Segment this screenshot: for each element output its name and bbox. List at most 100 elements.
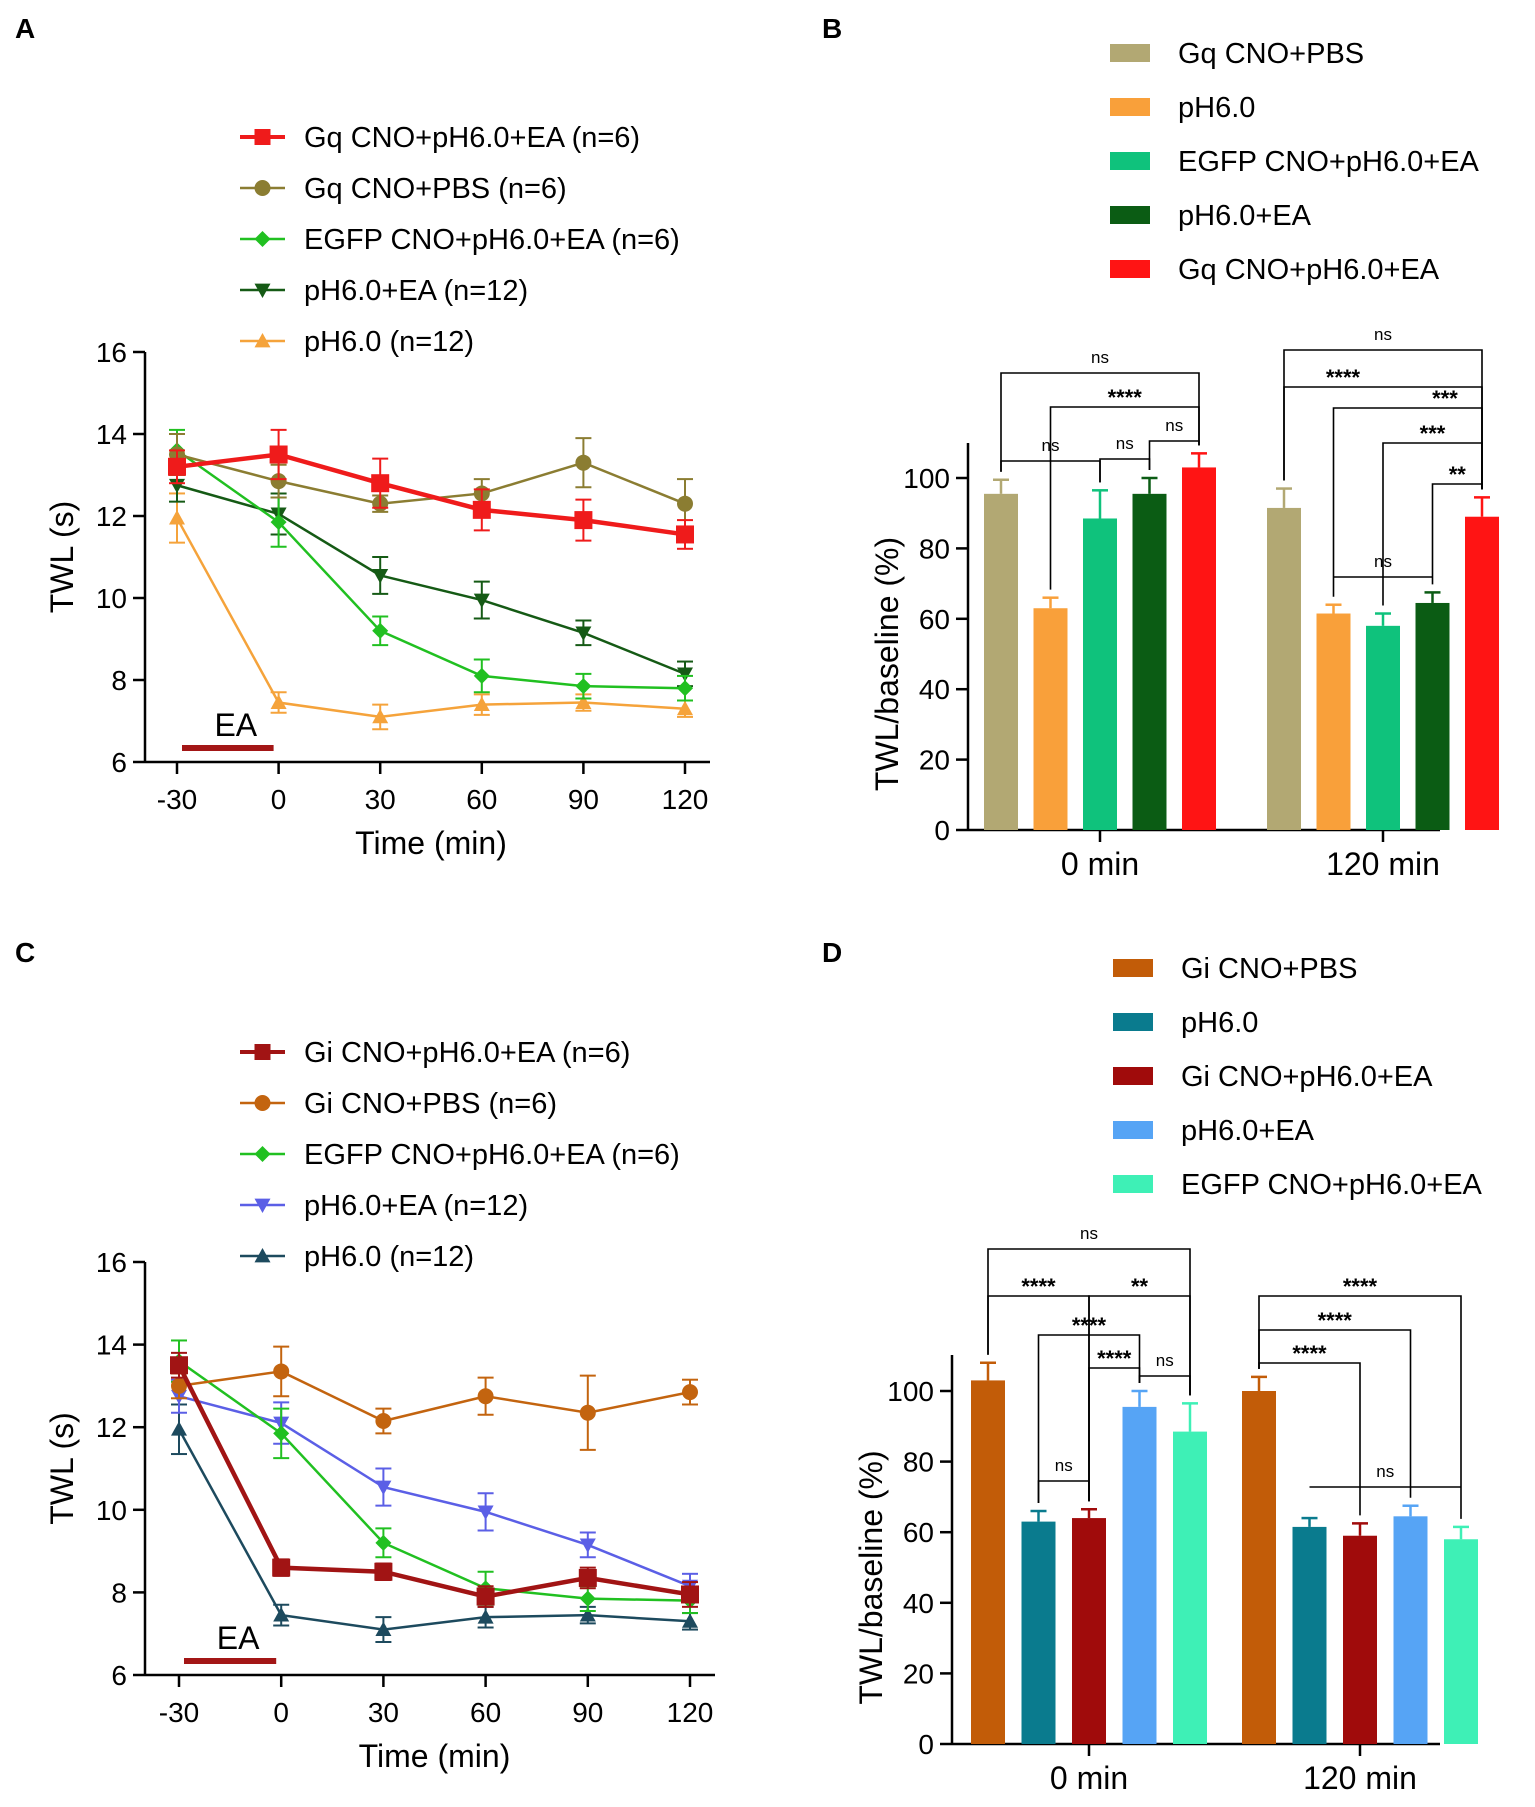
significance-label: ns	[1376, 1462, 1394, 1481]
data-point	[372, 708, 389, 724]
significance-label: ****	[1021, 1274, 1056, 1299]
x-axis-title: Time (min)	[359, 1738, 511, 1774]
data-point	[677, 495, 693, 512]
y-axis-title: TWL/baseline (%)	[853, 1450, 889, 1704]
data-point	[579, 1607, 596, 1622]
x-tick-label: 120	[662, 784, 709, 815]
legend-label: Gq CNO+PBS (n=6)	[304, 173, 567, 205]
data-point	[169, 510, 185, 525]
x-tick-label: 30	[365, 784, 396, 815]
data-point	[575, 626, 592, 641]
bar	[1072, 1518, 1106, 1744]
data-point	[677, 667, 693, 682]
data-point	[375, 1480, 392, 1496]
legend-label: Gi CNO+pH6.0+EA	[1181, 1061, 1433, 1093]
legend-label: pH6.0+EA	[1178, 200, 1312, 232]
data-point	[677, 700, 693, 716]
legend-swatch	[1110, 206, 1150, 224]
data-point	[579, 1590, 596, 1607]
data-point	[476, 1587, 495, 1606]
significance-label: ns	[1091, 348, 1109, 367]
y-tick-label: 8	[111, 1577, 127, 1608]
data-point	[270, 694, 287, 709]
series-line	[176, 449, 686, 690]
bar	[1292, 1526, 1327, 1744]
data-point	[574, 511, 593, 530]
series-2	[171, 1339, 698, 1615]
y-axis-title: TWL/baseline (%)	[869, 537, 905, 791]
series-line	[178, 1370, 691, 1423]
panel-label-c: C	[15, 937, 35, 968]
legend-label: EGFP CNO+pH6.0+EA (n=6)	[304, 224, 680, 256]
bar	[1415, 602, 1450, 830]
legend-label: pH6.0 (n=12)	[304, 326, 474, 358]
y-tick-label: 6	[111, 747, 127, 778]
significance-label: ****	[1097, 1346, 1132, 1371]
bar-chart-b: 0 20 40 60 80 100 TWL/baseline (%) 0 min 120 min…	[869, 38, 1499, 882]
data-point	[273, 1607, 290, 1622]
y-tick-label: 100	[887, 1376, 934, 1407]
ea-label: EA	[217, 1620, 260, 1656]
series-line	[176, 452, 686, 537]
series-line	[178, 1395, 691, 1588]
y-tick-label: 60	[919, 604, 950, 635]
legend-label: Gq CNO+PBS	[1178, 38, 1364, 70]
bar	[1132, 493, 1167, 830]
legend-label: pH6.0	[1178, 92, 1255, 124]
legend-marker	[254, 180, 271, 196]
data-point	[168, 457, 186, 476]
y-tick-label: 40	[919, 674, 950, 705]
data-point	[579, 1538, 596, 1553]
x-tick-label: 120 min	[1303, 1760, 1417, 1796]
bar	[1083, 518, 1117, 830]
significance-label: ***	[1420, 421, 1446, 446]
bar-chart-d: 0 20 40 60 80 100 TWL/baseline (%) 0 min 120 min…	[853, 953, 1483, 1796]
bar	[1122, 1406, 1157, 1744]
data-point	[477, 1505, 494, 1520]
legend-label: Gi CNO+PBS	[1181, 953, 1357, 985]
y-tick-label: 10	[96, 583, 127, 614]
ea-label: EA	[214, 707, 257, 743]
x-tick-label: 0 min	[1061, 846, 1139, 882]
data-point	[579, 1404, 596, 1421]
data-point	[372, 569, 389, 584]
legend-swatch	[1110, 98, 1150, 116]
x-tick-label: 0	[271, 784, 287, 815]
data-point	[269, 445, 288, 464]
legend-label: Gi CNO+pH6.0+EA (n=6)	[304, 1037, 630, 1069]
y-tick-label: 40	[903, 1588, 934, 1619]
bar	[1033, 608, 1068, 830]
significance-bracket	[1258, 1329, 1412, 1498]
data-point	[375, 1413, 392, 1430]
significance-label: ****	[1318, 1308, 1353, 1333]
series-line	[177, 1428, 691, 1631]
data-point	[682, 1613, 698, 1628]
bar	[1267, 507, 1301, 830]
bar	[1366, 625, 1400, 830]
bar	[1242, 1391, 1276, 1744]
significance-label: ****	[1108, 385, 1143, 410]
y-tick-label: 20	[903, 1658, 934, 1689]
legend-label: Gi CNO+PBS (n=6)	[304, 1088, 557, 1120]
data-point	[372, 622, 389, 639]
significance-label: ns	[1116, 434, 1134, 453]
y-tick-label: 80	[919, 533, 950, 564]
y-tick-label: 10	[96, 1495, 127, 1526]
series-0	[168, 428, 694, 550]
bar	[1444, 1539, 1478, 1744]
x-tick-label: 120	[667, 1697, 714, 1728]
y-tick-label: 100	[903, 463, 950, 494]
data-point	[371, 474, 390, 493]
data-point	[477, 1609, 494, 1624]
legend-marker	[254, 1248, 271, 1263]
y-tick-label: 14	[96, 1330, 127, 1361]
data-point	[170, 1356, 188, 1375]
significance-bracket	[1037, 1334, 1141, 1504]
legend-label: Gq CNO+pH6.0+EA	[1178, 254, 1440, 286]
x-tick-label: 60	[466, 784, 497, 815]
bar	[1316, 613, 1351, 830]
legend-label: Gq CNO+pH6.0+EA (n=6)	[304, 122, 640, 154]
data-point	[473, 696, 490, 711]
x-tick-label: -30	[157, 784, 197, 815]
